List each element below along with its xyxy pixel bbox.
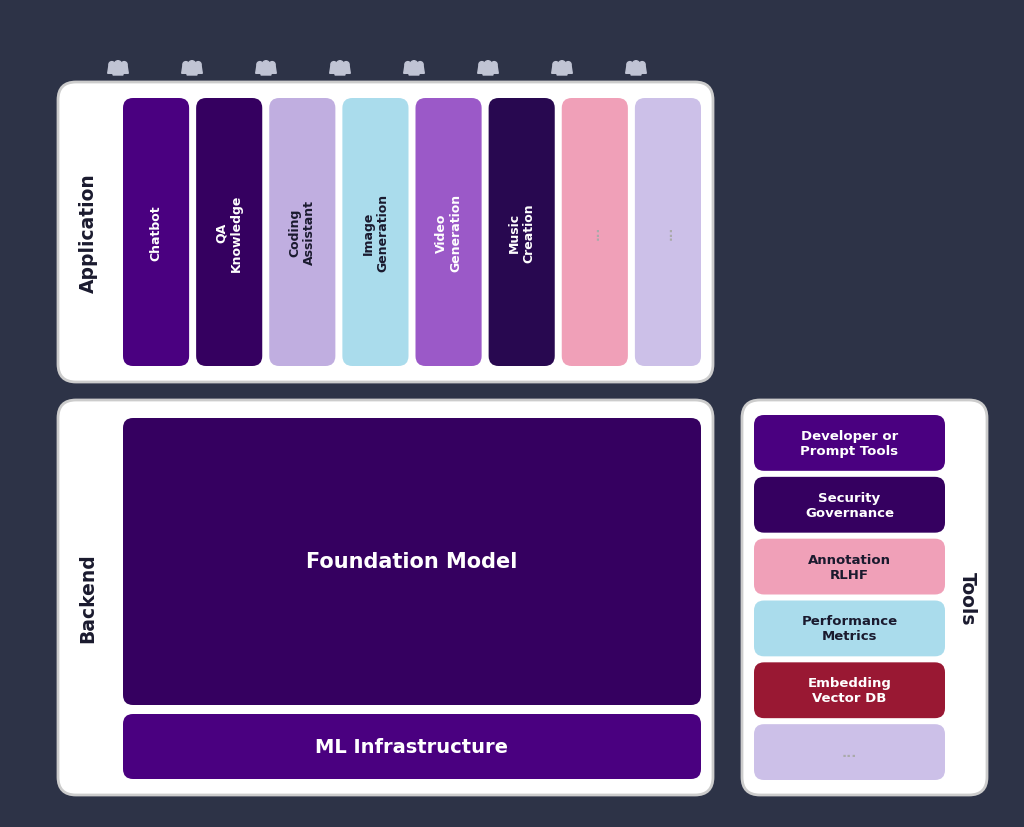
- Polygon shape: [113, 67, 123, 76]
- Circle shape: [404, 63, 411, 69]
- Circle shape: [639, 63, 645, 69]
- Circle shape: [121, 63, 127, 69]
- Circle shape: [257, 63, 263, 69]
- Circle shape: [331, 63, 337, 69]
- Polygon shape: [330, 67, 338, 74]
- Text: Music
Creation: Music Creation: [508, 203, 536, 262]
- FancyBboxPatch shape: [754, 600, 945, 657]
- Text: Coding
Assistant: Coding Assistant: [289, 200, 316, 265]
- FancyBboxPatch shape: [562, 99, 628, 366]
- FancyBboxPatch shape: [635, 99, 701, 366]
- Text: ML Infrastructure: ML Infrastructure: [315, 737, 509, 756]
- FancyBboxPatch shape: [754, 724, 945, 780]
- FancyBboxPatch shape: [754, 415, 945, 471]
- Polygon shape: [552, 67, 560, 74]
- Circle shape: [196, 63, 201, 69]
- Text: QA
Knowledge: QA Knowledge: [215, 194, 243, 271]
- Text: ...: ...: [589, 226, 601, 240]
- FancyBboxPatch shape: [197, 99, 262, 366]
- FancyBboxPatch shape: [123, 418, 701, 705]
- Circle shape: [269, 63, 275, 69]
- Circle shape: [484, 62, 492, 69]
- FancyBboxPatch shape: [754, 539, 945, 595]
- Text: Embedding
Vector DB: Embedding Vector DB: [808, 676, 892, 705]
- Text: ...: ...: [662, 226, 675, 240]
- Polygon shape: [631, 67, 641, 76]
- Circle shape: [343, 63, 349, 69]
- Polygon shape: [490, 67, 499, 74]
- Polygon shape: [335, 67, 345, 76]
- Circle shape: [411, 62, 418, 69]
- Circle shape: [553, 63, 559, 69]
- FancyBboxPatch shape: [754, 477, 945, 533]
- FancyBboxPatch shape: [754, 662, 945, 719]
- Polygon shape: [416, 67, 424, 74]
- FancyBboxPatch shape: [58, 400, 713, 795]
- FancyBboxPatch shape: [488, 99, 555, 366]
- Circle shape: [627, 63, 633, 69]
- Polygon shape: [181, 67, 190, 74]
- Circle shape: [479, 63, 484, 69]
- FancyBboxPatch shape: [269, 99, 336, 366]
- FancyBboxPatch shape: [742, 400, 987, 795]
- Text: Backend: Backend: [79, 553, 97, 643]
- Circle shape: [188, 62, 196, 69]
- Circle shape: [492, 63, 497, 69]
- Polygon shape: [256, 67, 264, 74]
- FancyBboxPatch shape: [416, 99, 481, 366]
- FancyBboxPatch shape: [58, 83, 713, 383]
- FancyBboxPatch shape: [123, 99, 189, 366]
- Text: Foundation Model: Foundation Model: [306, 552, 518, 571]
- Polygon shape: [483, 67, 493, 76]
- FancyBboxPatch shape: [123, 715, 701, 779]
- Polygon shape: [626, 67, 634, 74]
- Circle shape: [558, 62, 565, 69]
- Polygon shape: [194, 67, 203, 74]
- Polygon shape: [638, 67, 646, 74]
- Text: Security
Governance: Security Governance: [805, 491, 894, 519]
- Text: Image
Generation: Image Generation: [361, 194, 389, 272]
- Circle shape: [262, 62, 269, 69]
- Text: Video
Generation: Video Generation: [434, 194, 463, 272]
- Circle shape: [633, 62, 640, 69]
- Circle shape: [565, 63, 571, 69]
- Text: Chatbot: Chatbot: [150, 205, 163, 261]
- Polygon shape: [403, 67, 412, 74]
- Text: Annotation
RLHF: Annotation RLHF: [808, 553, 891, 581]
- Polygon shape: [564, 67, 572, 74]
- Polygon shape: [409, 67, 419, 76]
- Text: Tools: Tools: [957, 571, 977, 624]
- Polygon shape: [261, 67, 271, 76]
- Polygon shape: [268, 67, 276, 74]
- Polygon shape: [478, 67, 486, 74]
- Circle shape: [336, 62, 344, 69]
- Text: Application: Application: [79, 173, 97, 293]
- Circle shape: [115, 62, 122, 69]
- Circle shape: [183, 63, 188, 69]
- Circle shape: [109, 63, 115, 69]
- Polygon shape: [120, 67, 128, 74]
- Circle shape: [417, 63, 423, 69]
- Text: Performance
Metrics: Performance Metrics: [802, 614, 898, 643]
- Polygon shape: [557, 67, 567, 76]
- Text: Developer or
Prompt Tools: Developer or Prompt Tools: [801, 429, 899, 457]
- Polygon shape: [342, 67, 350, 74]
- FancyBboxPatch shape: [342, 99, 409, 366]
- Polygon shape: [108, 67, 116, 74]
- Polygon shape: [187, 67, 197, 76]
- Text: ...: ...: [842, 746, 857, 758]
